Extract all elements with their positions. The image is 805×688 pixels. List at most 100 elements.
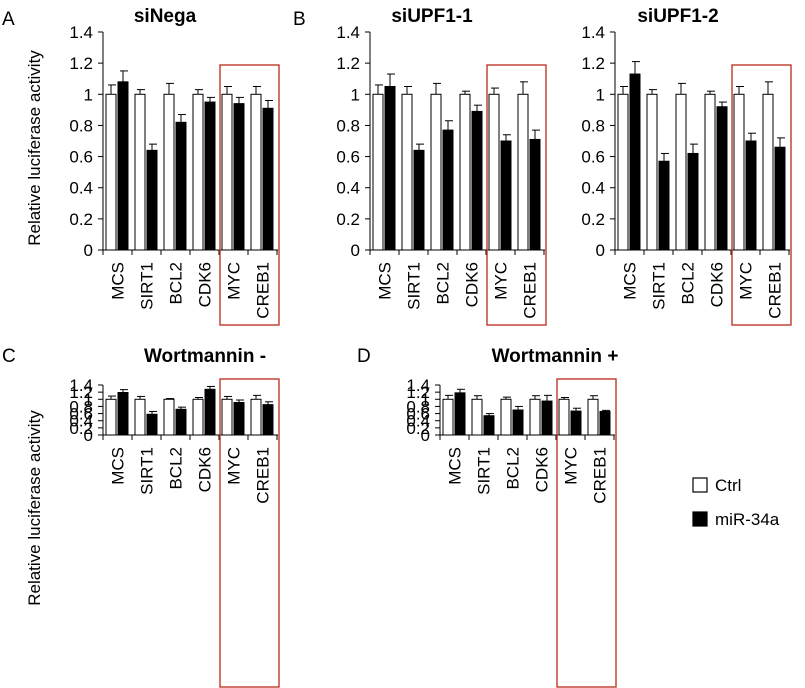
bar-ctrl-myc: [221, 93, 233, 251]
y-tick-label: 0: [421, 426, 430, 445]
bar-ctrl-bcl2: [430, 93, 442, 251]
category-label-myc: MYC: [562, 447, 581, 485]
bar-ctrl-cdk6: [192, 398, 204, 436]
bar-ctrl-bcl2: [500, 398, 512, 436]
y-tick-label: 0.6: [69, 148, 93, 167]
category-label-cdk6: CDK6: [533, 447, 552, 492]
category-label-sirt1: SIRT1: [475, 447, 494, 495]
category-label-myc: MYC: [737, 262, 756, 300]
bar-mir34a-myc: [233, 402, 245, 436]
bar-ctrl-cdk6: [192, 93, 204, 251]
category-label-creb1: CREB1: [591, 447, 610, 504]
y-tick-label: 0.8: [581, 116, 605, 135]
y-tick-label: 1.4: [406, 376, 430, 395]
y-tick-label: 1: [421, 390, 430, 409]
bar-ctrl-creb1: [587, 398, 599, 436]
bar-ctrl-cdk6: [529, 398, 541, 436]
y-tick-label: 1: [84, 85, 93, 104]
y-tick-label: 0.2: [69, 210, 93, 229]
category-label-mcs: MCS: [376, 262, 395, 300]
y-tick-label: 0.2: [336, 210, 360, 229]
bar-mir34a-creb1: [262, 404, 274, 436]
category-label-sirt1: SIRT1: [405, 262, 424, 310]
bar-ctrl-sirt1: [134, 398, 146, 436]
bar-ctrl-cdk6: [704, 93, 716, 251]
legend-label-mir34a: miR-34a: [715, 510, 780, 529]
bar-mir34a-bcl2: [175, 121, 187, 251]
y-tick-label: 0.4: [406, 412, 430, 431]
y-tick-label: 1.4: [581, 23, 605, 42]
bar-ctrl-myc: [733, 93, 745, 251]
bar-mir34a-myc: [570, 410, 582, 436]
y-tick-label: 0.4: [336, 179, 360, 198]
category-label-bcl2: BCL2: [167, 447, 186, 490]
category-label-bcl2: BCL2: [434, 262, 453, 305]
y-axis-title: Relative luciferase activity: [25, 410, 44, 606]
y-tick-label: 0: [84, 426, 93, 445]
y-tick-label: 0.6: [69, 405, 93, 424]
category-label-bcl2: BCL2: [167, 262, 186, 305]
bar-mir34a-sirt1: [413, 149, 425, 251]
y-tick-label: 0.8: [69, 397, 93, 416]
bar-ctrl-mcs: [105, 93, 117, 251]
y-tick-label: 1.4: [69, 23, 93, 42]
y-tick-label: 1.4: [336, 23, 360, 42]
bar-mir34a-mcs: [454, 392, 466, 436]
legend-swatch-mir34a: [692, 511, 708, 527]
y-tick-label: 1.2: [69, 54, 93, 73]
bar-mir34a-mcs: [384, 86, 396, 251]
panel-3: C Wortmannin - 00.20.40.60.811.21.4 MCS SIRT…: [2, 346, 280, 688]
category-label-creb1: CREB1: [766, 262, 785, 319]
bar-ctrl-creb1: [250, 398, 262, 436]
bar-ctrl-sirt1: [401, 93, 413, 251]
bar-mir34a-cdk6: [716, 106, 728, 251]
bar-mir34a-bcl2: [687, 152, 699, 251]
bar-mir34a-sirt1: [146, 413, 158, 436]
bar-mir34a-myc: [745, 140, 757, 251]
y-tick-label: 1.2: [69, 383, 93, 402]
y-tick-label: 1: [596, 85, 605, 104]
bar-ctrl-mcs: [105, 398, 117, 436]
highlight-box: [556, 378, 617, 688]
bar-mir34a-mcs: [629, 73, 641, 251]
legend-label-ctrl: Ctrl: [715, 476, 741, 495]
bar-mir34a-bcl2: [442, 129, 454, 251]
bar-mir34a-sirt1: [658, 160, 670, 251]
highlight-box: [219, 378, 280, 688]
y-tick-label: 0.2: [406, 419, 430, 438]
panel-title: Wortmannin -: [144, 346, 266, 367]
category-label-myc: MYC: [225, 447, 244, 485]
panel-title: siUPF1-1: [391, 6, 473, 27]
bar-ctrl-bcl2: [675, 93, 687, 251]
bar-mir34a-myc: [233, 103, 245, 251]
panel-2: siUPF1-2 0 0.2 0.4 0.6 0.8 1 1.2 1.4 MCS SIRT1 BCL2…: [581, 6, 792, 326]
category-label-bcl2: BCL2: [679, 262, 698, 305]
panel-4: D Wortmannin + 00.20.40.60.811.21.4 MCS SIRT…: [357, 346, 618, 688]
category-label-cdk6: CDK6: [196, 262, 215, 307]
category-label-mcs: MCS: [621, 262, 640, 300]
y-tick-label: 1: [84, 390, 93, 409]
y-axis-title: Relative luciferase activity: [25, 50, 44, 246]
category-label-bcl2: BCL2: [504, 447, 523, 490]
category-label-sirt1: SIRT1: [138, 447, 157, 495]
bar-mir34a-creb1: [599, 410, 611, 436]
bar-ctrl-myc: [221, 398, 233, 436]
y-tick-label: 0.6: [406, 405, 430, 424]
bar-ctrl-mcs: [442, 398, 454, 436]
category-label-creb1: CREB1: [254, 447, 273, 504]
y-tick-label: 0.8: [336, 116, 360, 135]
bar-mir34a-creb1: [774, 146, 786, 251]
y-tick-label: 0.8: [406, 397, 430, 416]
panel-letter: D: [357, 346, 371, 367]
category-label-cdk6: CDK6: [708, 262, 727, 307]
category-label-mcs: MCS: [109, 447, 128, 485]
category-label-cdk6: CDK6: [463, 262, 482, 307]
bar-ctrl-creb1: [517, 93, 529, 251]
bar-mir34a-cdk6: [541, 400, 553, 436]
bar-ctrl-sirt1: [471, 398, 483, 436]
panel-title: siUPF1-2: [637, 6, 718, 27]
bar-ctrl-cdk6: [459, 93, 471, 251]
bar-mir34a-sirt1: [483, 415, 495, 436]
category-label-sirt1: SIRT1: [650, 262, 669, 310]
